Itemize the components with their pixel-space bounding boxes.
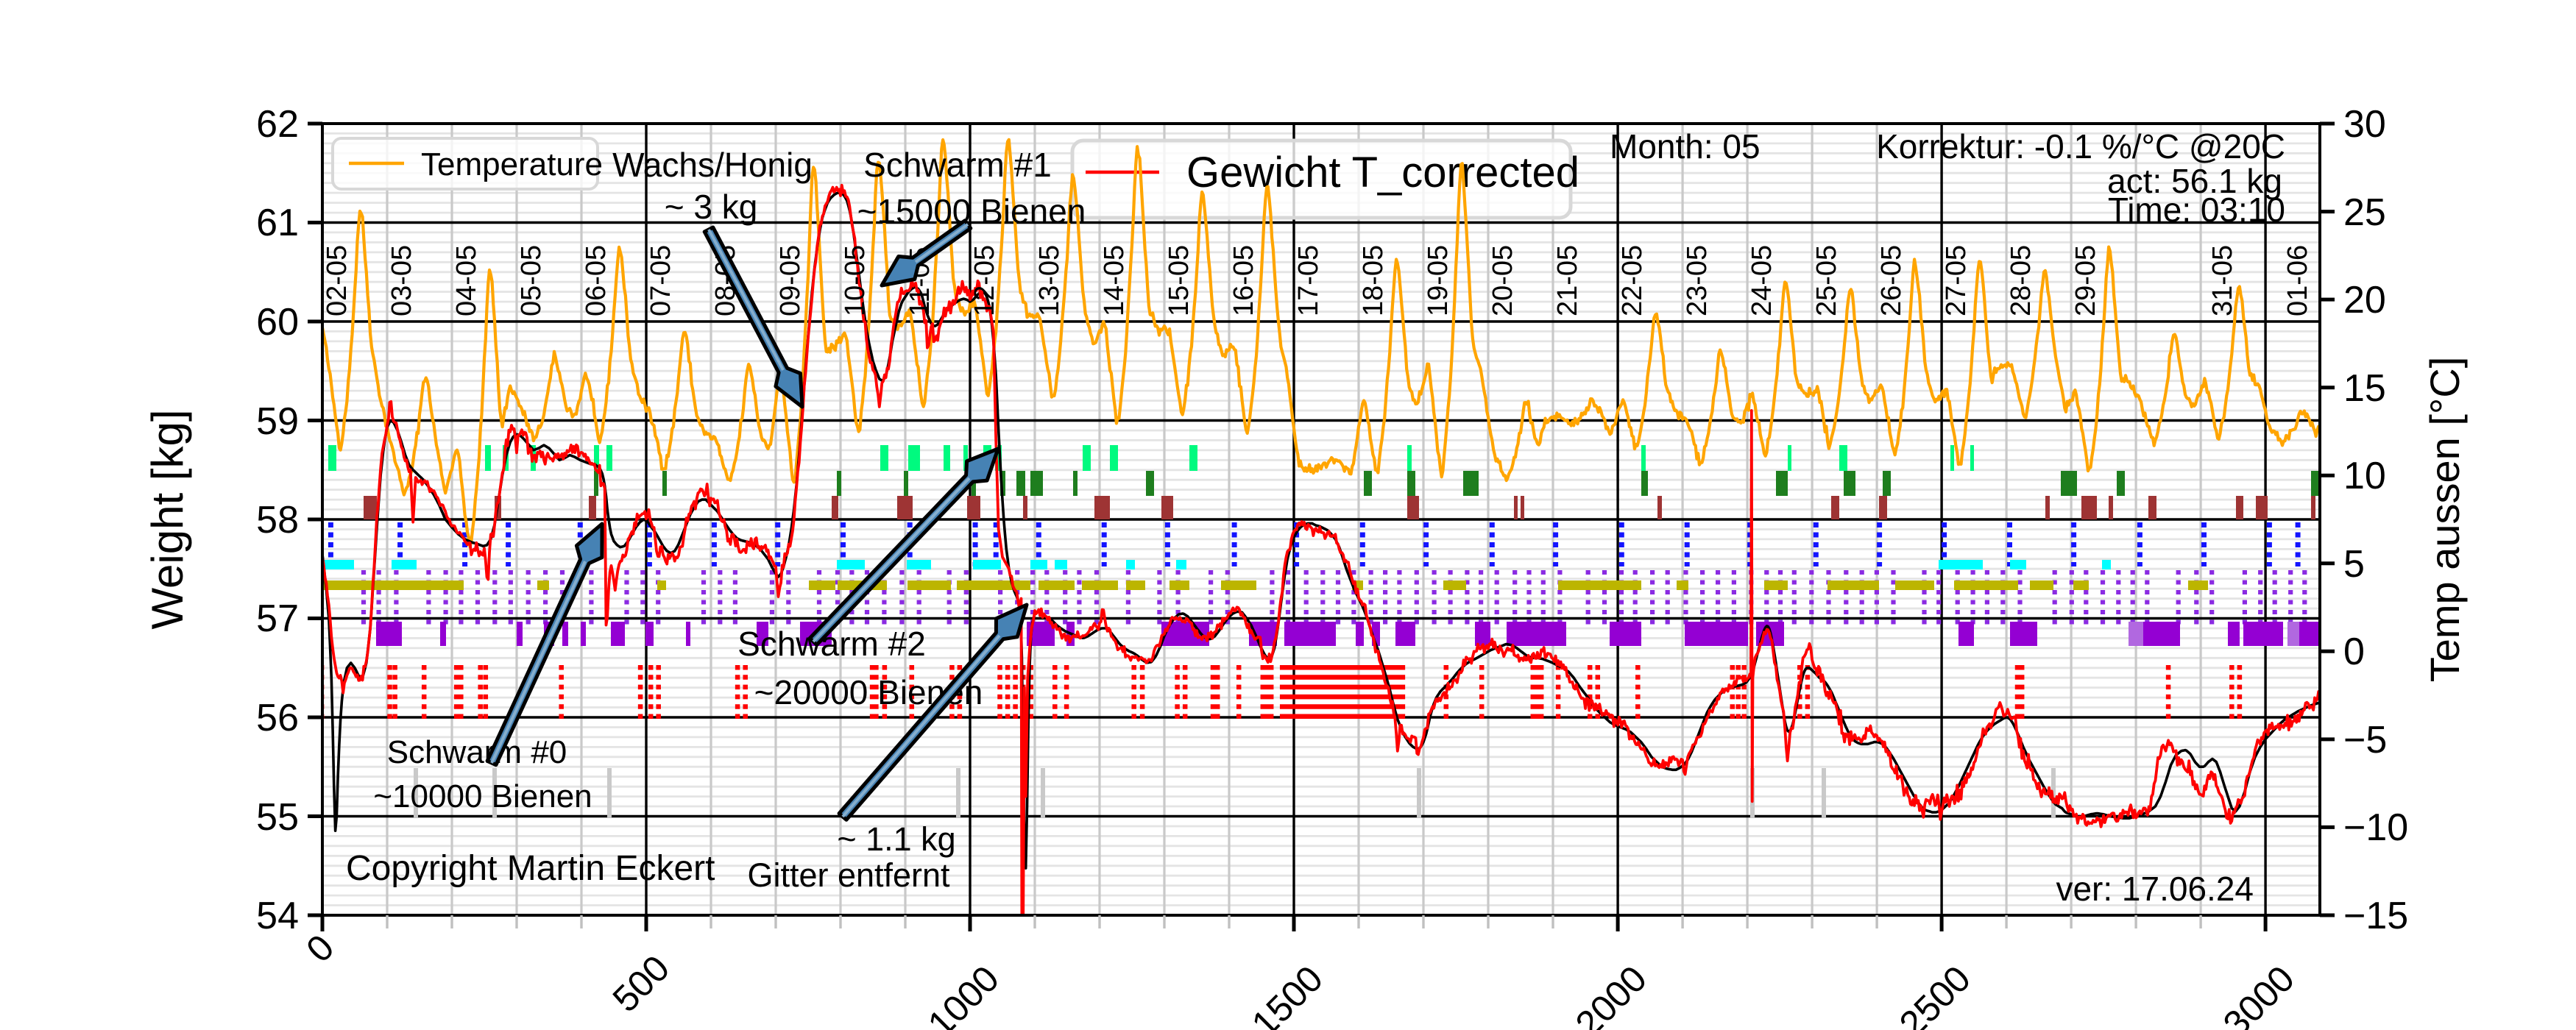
svg-text:09-05: 09-05 xyxy=(775,245,806,316)
svg-text:57: 57 xyxy=(256,597,299,640)
svg-text:07-05: 07-05 xyxy=(645,245,676,316)
svg-text:30: 30 xyxy=(2343,103,2386,146)
svg-text:03-05: 03-05 xyxy=(386,245,417,316)
svg-text:−15: −15 xyxy=(2343,895,2408,937)
svg-text:0: 0 xyxy=(2343,631,2365,673)
svg-text:62: 62 xyxy=(256,103,299,146)
svg-text:59: 59 xyxy=(256,400,299,443)
svg-text:55: 55 xyxy=(256,796,299,839)
svg-text:28-05: 28-05 xyxy=(2006,245,2037,316)
svg-text:Gewicht T_corrected: Gewicht T_corrected xyxy=(1186,149,1579,196)
svg-text:31-05: 31-05 xyxy=(2207,245,2238,316)
svg-text:15-05: 15-05 xyxy=(1164,245,1195,316)
svg-text:Schwarm #0: Schwarm #0 xyxy=(387,734,567,770)
svg-text:act: 56.1 kg: act: 56.1 kg xyxy=(2107,162,2282,200)
svg-text:10-05: 10-05 xyxy=(840,245,871,316)
svg-text:26-05: 26-05 xyxy=(1876,245,1907,316)
svg-text:19-05: 19-05 xyxy=(1423,245,1454,316)
svg-text:Wachs/Honig: Wachs/Honig xyxy=(612,146,813,184)
svg-text:Temperature: Temperature xyxy=(421,146,603,182)
svg-text:ver: 17.06.24: ver: 17.06.24 xyxy=(2056,870,2254,908)
svg-text:20-05: 20-05 xyxy=(1487,245,1518,316)
svg-text:−10: −10 xyxy=(2343,806,2408,849)
svg-text:~ 3 kg: ~ 3 kg xyxy=(665,188,758,226)
svg-text:24-05: 24-05 xyxy=(1747,245,1777,316)
svg-text:−5: −5 xyxy=(2343,719,2387,761)
svg-text:10: 10 xyxy=(2343,455,2386,497)
svg-text:61: 61 xyxy=(256,202,299,244)
svg-text:Korrektur: -0.1 %/°C @20C: Korrektur: -0.1 %/°C @20C xyxy=(1876,127,2285,166)
svg-text:02-05: 02-05 xyxy=(322,245,353,316)
svg-text:54: 54 xyxy=(256,895,299,937)
svg-text:18-05: 18-05 xyxy=(1358,245,1389,316)
svg-text:Gitter entfernt: Gitter entfernt xyxy=(747,856,950,894)
svg-text:29-05: 29-05 xyxy=(2070,245,2101,316)
svg-text:~10000 Bienen: ~10000 Bienen xyxy=(373,778,592,814)
svg-text:01-06: 01-06 xyxy=(2282,245,2313,316)
svg-text:15: 15 xyxy=(2343,367,2386,410)
svg-text:Copyright Martin Eckert: Copyright Martin Eckert xyxy=(346,849,715,888)
svg-text:~ 1.1 kg: ~ 1.1 kg xyxy=(837,820,955,858)
svg-text:58: 58 xyxy=(256,499,299,541)
svg-text:23-05: 23-05 xyxy=(1682,245,1713,316)
svg-text:25-05: 25-05 xyxy=(1811,245,1842,316)
svg-text:60: 60 xyxy=(256,301,299,344)
svg-text:05-05: 05-05 xyxy=(516,245,547,316)
svg-text:04-05: 04-05 xyxy=(451,245,482,316)
svg-text:12-05: 12-05 xyxy=(969,245,1000,316)
svg-text:20: 20 xyxy=(2343,279,2386,322)
svg-text:Temp aussen [°C]: Temp aussen [°C] xyxy=(2421,357,2468,683)
svg-text:14-05: 14-05 xyxy=(1099,245,1130,316)
svg-text:~15000 Bienen: ~15000 Bienen xyxy=(857,192,1086,230)
svg-text:06-05: 06-05 xyxy=(581,245,612,316)
svg-text:Time: 03:10: Time: 03:10 xyxy=(2108,191,2285,229)
svg-text:22-05: 22-05 xyxy=(1617,245,1648,316)
svg-text:56: 56 xyxy=(256,697,299,739)
svg-text:13-05: 13-05 xyxy=(1034,245,1065,316)
svg-text:25: 25 xyxy=(2343,191,2386,234)
svg-text:Month: 05: Month: 05 xyxy=(1610,127,1761,166)
svg-text:16-05: 16-05 xyxy=(1228,245,1259,316)
svg-text:Weight [kg]: Weight [kg] xyxy=(143,409,192,629)
svg-text:5: 5 xyxy=(2343,543,2365,586)
svg-text:17-05: 17-05 xyxy=(1293,245,1324,316)
svg-text:21-05: 21-05 xyxy=(1552,245,1583,316)
svg-text:27-05: 27-05 xyxy=(1941,245,1972,316)
svg-text:Schwarm #1: Schwarm #1 xyxy=(863,146,1052,184)
